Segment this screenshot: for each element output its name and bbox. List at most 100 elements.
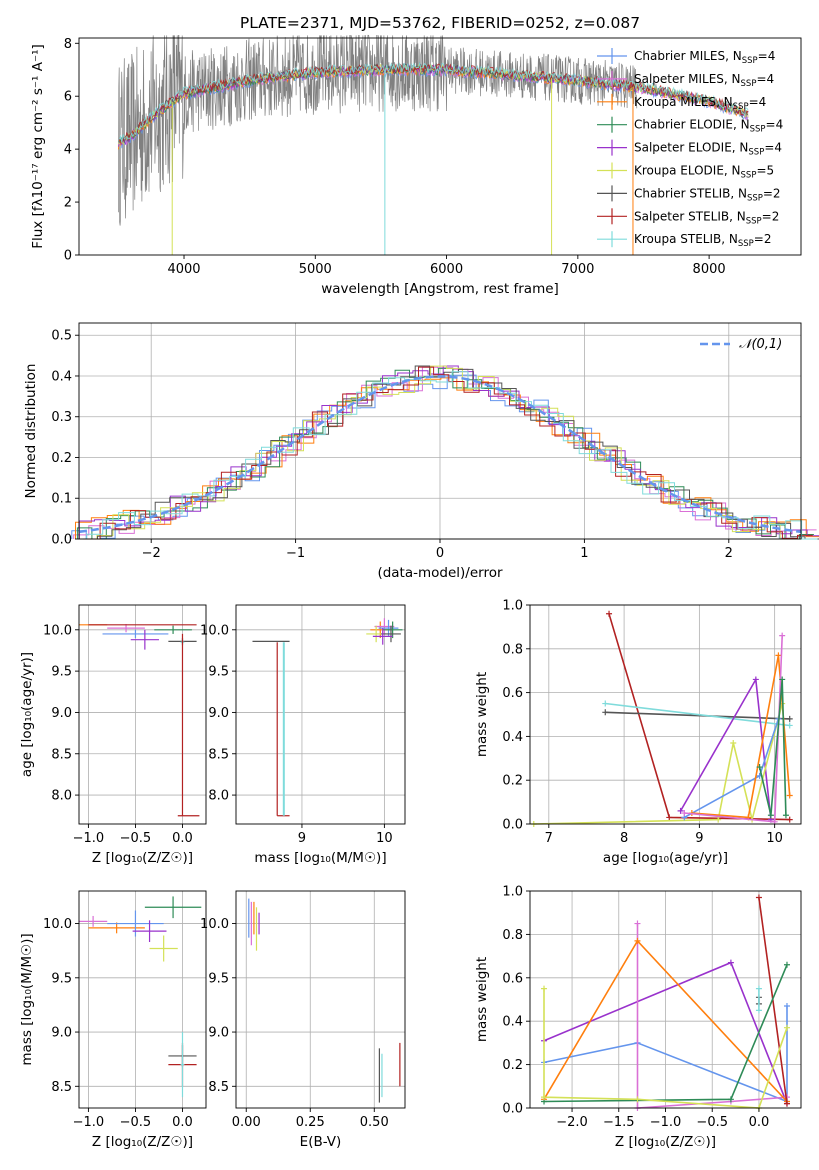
y-tick-label: 0.6 (502, 971, 523, 986)
legend-label: 𝒩(0,1) (739, 337, 782, 352)
histogram-series (81, 365, 812, 540)
series-point (634, 920, 641, 927)
x-tick-label: −1.0 (73, 831, 105, 846)
x-tick-label: 4000 (167, 262, 200, 277)
x-tick-label: −2.0 (556, 1115, 588, 1130)
histogram-series (86, 371, 818, 540)
x-tick-label: 8000 (693, 262, 726, 277)
plot-frame (235, 890, 406, 1109)
spectrum-panel: 4000 5000 6000 7000 8000 0 2 4 6 8 wavelength [Ang… (30, 14, 802, 297)
x-tick-label: 9 (695, 831, 703, 846)
legend-label: Kroupa STELIB, NSSP=2 (634, 232, 772, 249)
series-line (543, 1006, 788, 1103)
y-tick-label: 9.0 (208, 706, 229, 721)
legend-label: Kroupa MILES, NSSP=4 (634, 95, 766, 112)
mass-weight-vs-age-panel: 7 8 9 10 0.0 0.2 0.4 0.6 0.8 1.0 age [log₁₀(age/yr… (474, 599, 802, 866)
series-point (786, 715, 793, 722)
age-vs-mass-panel: 9 10 8.0 8.5 9.0 9.5 10.0 mass [log₁₀(M/M☉)] (200, 604, 406, 866)
x-tick-label: 0.00 (232, 1115, 261, 1130)
x-tick-label: 6000 (430, 262, 463, 277)
series-point (779, 632, 786, 639)
series-point (786, 792, 793, 799)
series-point (786, 722, 793, 729)
series-point (783, 961, 790, 968)
plot-frame (78, 890, 207, 1109)
y-tick-label: 0.8 (502, 642, 523, 657)
x-tick-label: −1 (286, 546, 305, 561)
series-point (681, 810, 688, 817)
legend-label: Kroupa ELODIE, NSSP=5 (634, 164, 774, 181)
y-tick-label: 1.0 (502, 599, 523, 614)
series-point (602, 709, 609, 716)
mass-vs-extinction-panel: 0.00 0.25 0.50 8.5 9.0 9.5 10.0 E(B-V) (200, 890, 406, 1150)
y-axis-label: Flux [fλ10⁻¹⁷ erg cm⁻² s⁻¹ A⁻¹] (30, 44, 46, 249)
x-axis-label: Z [log₁₀(Z/Z☉)] (92, 850, 193, 866)
y-tick-label: 1.0 (502, 885, 523, 900)
y-tick-label: 8.0 (51, 789, 72, 804)
mass-vs-metallicity-panel: −1.0 −0.5 0.0 8.5 9.0 9.5 10.0 Z [log₁₀(Z/Z☉)] m… (19, 890, 207, 1150)
x-tick-label: −0.5 (120, 1115, 152, 1130)
x-tick-label: −0.5 (120, 831, 152, 846)
series-point (677, 807, 684, 814)
y-tick-label: 6 (64, 90, 72, 105)
x-axis-label: mass [log₁₀(M/M☉)] (254, 850, 386, 866)
x-axis-label: (data-model)/error (377, 565, 503, 581)
series-point (783, 1024, 790, 1031)
plot-frame (78, 604, 207, 825)
series-point (779, 676, 786, 683)
series-point (782, 812, 789, 819)
x-tick-label: −2 (142, 546, 161, 561)
series-point (730, 739, 737, 746)
y-tick-label: 0.0 (502, 818, 523, 833)
y-tick-label: 9.0 (208, 1026, 229, 1041)
y-tick-label: 9.0 (51, 706, 72, 721)
y-tick-label: 8.5 (208, 747, 229, 762)
x-tick-label: 0.0 (749, 1115, 770, 1130)
x-tick-label: 0.0 (172, 831, 193, 846)
y-axis-label: Normed distribution (23, 364, 39, 499)
y-tick-label: 0.0 (502, 1102, 523, 1117)
legend-label: Salpeter ELODIE, NSSP=4 (634, 141, 782, 158)
plot-frame (529, 604, 802, 825)
y-tick-label: 0.6 (502, 686, 523, 701)
y-tick-label: 8 (64, 37, 72, 52)
histogram-series (78, 365, 819, 539)
x-tick-label: 10 (766, 831, 783, 846)
model-spectrum-line (118, 61, 749, 143)
histogram-series (73, 366, 817, 540)
legend-label: Chabrier MILES, NSSP=4 (634, 49, 775, 66)
y-tick-label: 0.3 (51, 410, 72, 425)
series-point (634, 937, 641, 944)
observed-spectrum-line (118, 34, 638, 226)
y-tick-label: 8.0 (208, 789, 229, 804)
series-point (634, 1096, 641, 1103)
x-tick-label: −1.0 (73, 1115, 105, 1130)
series-point (755, 985, 762, 992)
mass-weight-vs-metallicity-panel: −2.0 −1.5 −1.0 −0.5 0.0 0.0 0.2 0.4 0.6 0.8 1.0 Z [… (474, 885, 802, 1150)
chart-title: PLATE=2371, MJD=53762, FIBERID=0252, z=0… (240, 14, 640, 32)
x-tick-label: −1.0 (650, 1115, 682, 1130)
y-tick-label: 9.5 (208, 971, 229, 986)
x-axis-label: Z [log₁₀(Z/Z☉)] (92, 1134, 193, 1150)
x-tick-label: 0.25 (296, 1115, 325, 1130)
y-tick-label: 9.5 (51, 971, 72, 986)
y-tick-label: 0 (64, 249, 72, 264)
histogram-series (83, 365, 819, 540)
series-point (767, 812, 774, 819)
legend-label: Salpeter MILES, NSSP=4 (634, 72, 774, 89)
y-axis-label: mass weight (474, 957, 490, 1042)
series-line (758, 897, 788, 1104)
y-tick-label: 0.4 (51, 369, 72, 384)
y-tick-label: 8.5 (51, 747, 72, 762)
series-line (605, 711, 790, 720)
y-tick-label: 0.2 (502, 774, 523, 789)
x-tick-label: 0.50 (360, 1115, 389, 1130)
y-tick-label: 0.1 (51, 492, 72, 507)
y-tick-label: 0.2 (51, 451, 72, 466)
series-line (605, 702, 790, 727)
y-tick-label: 0.5 (51, 329, 72, 344)
series-point (666, 814, 673, 821)
x-tick-label: 7 (545, 831, 553, 846)
legend-label: Chabrier STELIB, NSSP=2 (634, 186, 781, 203)
